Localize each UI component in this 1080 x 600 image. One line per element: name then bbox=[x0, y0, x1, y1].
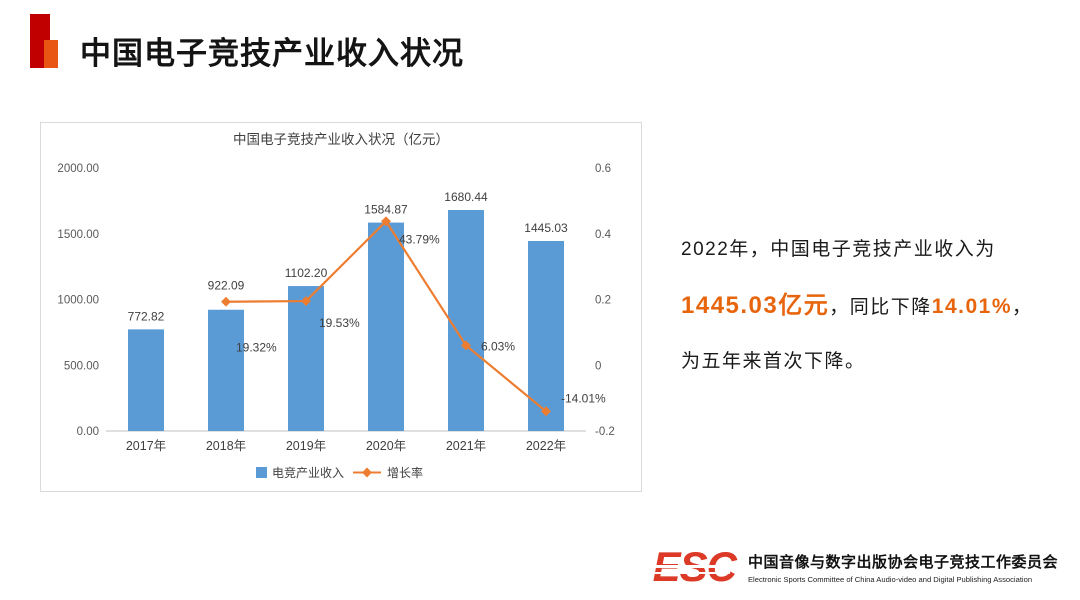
svg-text:1445.03: 1445.03 bbox=[524, 221, 568, 235]
page-title: 中国电子竞技产业收入状况 bbox=[80, 36, 464, 71]
annotation-tail-text: ， bbox=[1012, 296, 1033, 318]
chart-panel: 中国电子竞技产业收入状况（亿元） 0.00 500.00 1000.00 1500.00… bbox=[40, 122, 642, 492]
svg-text:0.2: 0.2 bbox=[595, 295, 611, 307]
svg-text:2000.00: 2000.00 bbox=[57, 163, 99, 175]
revenue-growth-chart: 中国电子竞技产业收入状况（亿元） 0.00 500.00 1000.00 1500.00… bbox=[57, 131, 615, 480]
svg-text:增长率: 增长率 bbox=[387, 465, 423, 480]
svg-text:中国电子竞技产业收入状况（亿元）: 中国电子竞技产业收入状况（亿元） bbox=[233, 131, 449, 147]
svg-text:2019年: 2019年 bbox=[286, 439, 326, 453]
svg-text:-0.2: -0.2 bbox=[595, 426, 615, 438]
svg-text:电竞产业收入: 电竞产业收入 bbox=[272, 466, 344, 480]
esc-logo: ESC bbox=[652, 543, 737, 590]
annotation: 2022年，中国电子竞技产业收入为 1445.03亿元，同比下降14.01%， … bbox=[681, 236, 1065, 401]
svg-text:19.32%: 19.32% bbox=[236, 341, 277, 355]
annotation-line-1: 2022年，中国电子竞技产业收入为 bbox=[681, 236, 1065, 264]
org-name-en: Electronic Sports Committee of China Aud… bbox=[747, 574, 1033, 584]
svg-text:1500.00: 1500.00 bbox=[57, 229, 99, 241]
org-name-cn: 中国音像与数字出版协会电子竞技工作委员会 bbox=[747, 553, 1058, 571]
svg-text:2017年: 2017年 bbox=[126, 439, 166, 453]
annotation-conclusion-text: 为五年来首次下降。 bbox=[681, 351, 866, 373]
svg-text:43.79%: 43.79% bbox=[399, 232, 440, 246]
slide-footer: ESC 中国音像与数字出版协会电子竞技工作委员会 Electronic Spor… bbox=[653, 546, 1058, 588]
svg-text:19.53%: 19.53% bbox=[319, 316, 360, 330]
svg-text:2018年: 2018年 bbox=[206, 439, 246, 453]
svg-text:1584.87: 1584.87 bbox=[364, 203, 408, 217]
svg-text:0.4: 0.4 bbox=[595, 229, 612, 241]
title-accent-bar-orange bbox=[44, 40, 58, 68]
svg-text:772.82: 772.82 bbox=[128, 309, 165, 323]
svg-text:500.00: 500.00 bbox=[64, 360, 99, 372]
annotation-line-2: 1445.03亿元，同比下降14.01%， bbox=[681, 289, 1065, 324]
svg-text:1102.20: 1102.20 bbox=[285, 266, 328, 280]
svg-text:1680.44: 1680.44 bbox=[444, 190, 488, 204]
svg-text:2021年: 2021年 bbox=[446, 439, 486, 453]
annotation-intro-text: 2022年，中国电子竞技产业收入为 bbox=[681, 239, 996, 260]
svg-text:-14.01%: -14.01% bbox=[561, 391, 606, 405]
svg-text:0: 0 bbox=[595, 360, 601, 372]
revenue-highlight: 1445.03亿元 bbox=[681, 291, 830, 319]
org-block: 中国音像与数字出版协会电子竞技工作委员会 Electronic Sports C… bbox=[748, 551, 1058, 584]
decline-highlight: 14.01% bbox=[931, 294, 1013, 318]
svg-text:2020年: 2020年 bbox=[366, 439, 406, 453]
svg-text:2022年: 2022年 bbox=[526, 439, 566, 453]
svg-text:1000.00: 1000.00 bbox=[57, 295, 99, 307]
svg-text:6.03%: 6.03% bbox=[481, 339, 515, 353]
annotation-line-3: 为五年来首次下降。 bbox=[681, 348, 1065, 376]
svg-text:0.6: 0.6 bbox=[595, 163, 611, 175]
annotation-mid-text: ，同比下降 bbox=[829, 296, 932, 318]
svg-text:0.00: 0.00 bbox=[77, 426, 99, 438]
svg-text:922.09: 922.09 bbox=[208, 279, 245, 293]
